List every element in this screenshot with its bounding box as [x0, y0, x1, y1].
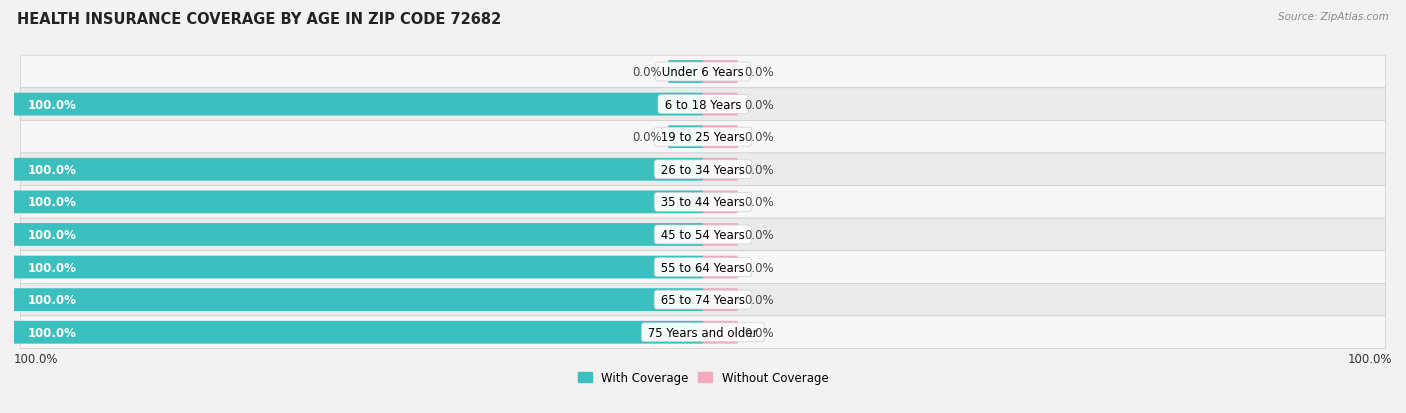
- Text: 26 to 34 Years: 26 to 34 Years: [657, 164, 749, 176]
- Text: 0.0%: 0.0%: [633, 131, 662, 144]
- FancyBboxPatch shape: [703, 126, 738, 149]
- FancyBboxPatch shape: [21, 121, 1385, 154]
- FancyBboxPatch shape: [668, 61, 703, 84]
- FancyBboxPatch shape: [703, 159, 738, 181]
- Legend: With Coverage, Without Coverage: With Coverage, Without Coverage: [572, 367, 834, 389]
- Text: 19 to 25 Years: 19 to 25 Years: [657, 131, 749, 144]
- Text: 6 to 18 Years: 6 to 18 Years: [661, 98, 745, 112]
- Text: 0.0%: 0.0%: [633, 66, 662, 79]
- FancyBboxPatch shape: [14, 289, 703, 311]
- Text: 35 to 44 Years: 35 to 44 Years: [657, 196, 749, 209]
- Text: 100.0%: 100.0%: [28, 293, 77, 306]
- FancyBboxPatch shape: [703, 321, 738, 344]
- Text: 100.0%: 100.0%: [1347, 353, 1392, 366]
- Text: 0.0%: 0.0%: [744, 228, 773, 241]
- Text: 100.0%: 100.0%: [28, 326, 77, 339]
- Text: 75 Years and older: 75 Years and older: [644, 326, 762, 339]
- FancyBboxPatch shape: [703, 191, 738, 214]
- FancyBboxPatch shape: [14, 256, 703, 279]
- FancyBboxPatch shape: [21, 154, 1385, 186]
- FancyBboxPatch shape: [21, 88, 1385, 121]
- FancyBboxPatch shape: [14, 223, 703, 246]
- Text: 0.0%: 0.0%: [744, 98, 773, 112]
- FancyBboxPatch shape: [14, 191, 703, 214]
- FancyBboxPatch shape: [703, 93, 738, 116]
- FancyBboxPatch shape: [703, 223, 738, 246]
- Text: Under 6 Years: Under 6 Years: [658, 66, 748, 79]
- Text: 100.0%: 100.0%: [28, 261, 77, 274]
- Text: 55 to 64 Years: 55 to 64 Years: [657, 261, 749, 274]
- FancyBboxPatch shape: [668, 126, 703, 149]
- Text: 100.0%: 100.0%: [28, 98, 77, 112]
- Text: 0.0%: 0.0%: [744, 196, 773, 209]
- FancyBboxPatch shape: [21, 218, 1385, 251]
- Text: 0.0%: 0.0%: [744, 131, 773, 144]
- FancyBboxPatch shape: [21, 186, 1385, 218]
- FancyBboxPatch shape: [703, 289, 738, 311]
- Text: 0.0%: 0.0%: [744, 326, 773, 339]
- FancyBboxPatch shape: [14, 321, 703, 344]
- Text: HEALTH INSURANCE COVERAGE BY AGE IN ZIP CODE 72682: HEALTH INSURANCE COVERAGE BY AGE IN ZIP …: [17, 12, 501, 27]
- Text: 100.0%: 100.0%: [14, 353, 59, 366]
- Text: 100.0%: 100.0%: [28, 196, 77, 209]
- Text: 0.0%: 0.0%: [744, 293, 773, 306]
- Text: 100.0%: 100.0%: [28, 228, 77, 241]
- FancyBboxPatch shape: [21, 56, 1385, 88]
- FancyBboxPatch shape: [14, 159, 703, 181]
- Text: 0.0%: 0.0%: [744, 66, 773, 79]
- FancyBboxPatch shape: [21, 284, 1385, 316]
- Text: 65 to 74 Years: 65 to 74 Years: [657, 293, 749, 306]
- FancyBboxPatch shape: [703, 256, 738, 279]
- FancyBboxPatch shape: [21, 316, 1385, 349]
- FancyBboxPatch shape: [21, 251, 1385, 284]
- Text: 0.0%: 0.0%: [744, 261, 773, 274]
- Text: 45 to 54 Years: 45 to 54 Years: [657, 228, 749, 241]
- FancyBboxPatch shape: [14, 93, 703, 116]
- Text: 100.0%: 100.0%: [28, 164, 77, 176]
- Text: Source: ZipAtlas.com: Source: ZipAtlas.com: [1278, 12, 1389, 22]
- FancyBboxPatch shape: [703, 61, 738, 84]
- Text: 0.0%: 0.0%: [744, 164, 773, 176]
